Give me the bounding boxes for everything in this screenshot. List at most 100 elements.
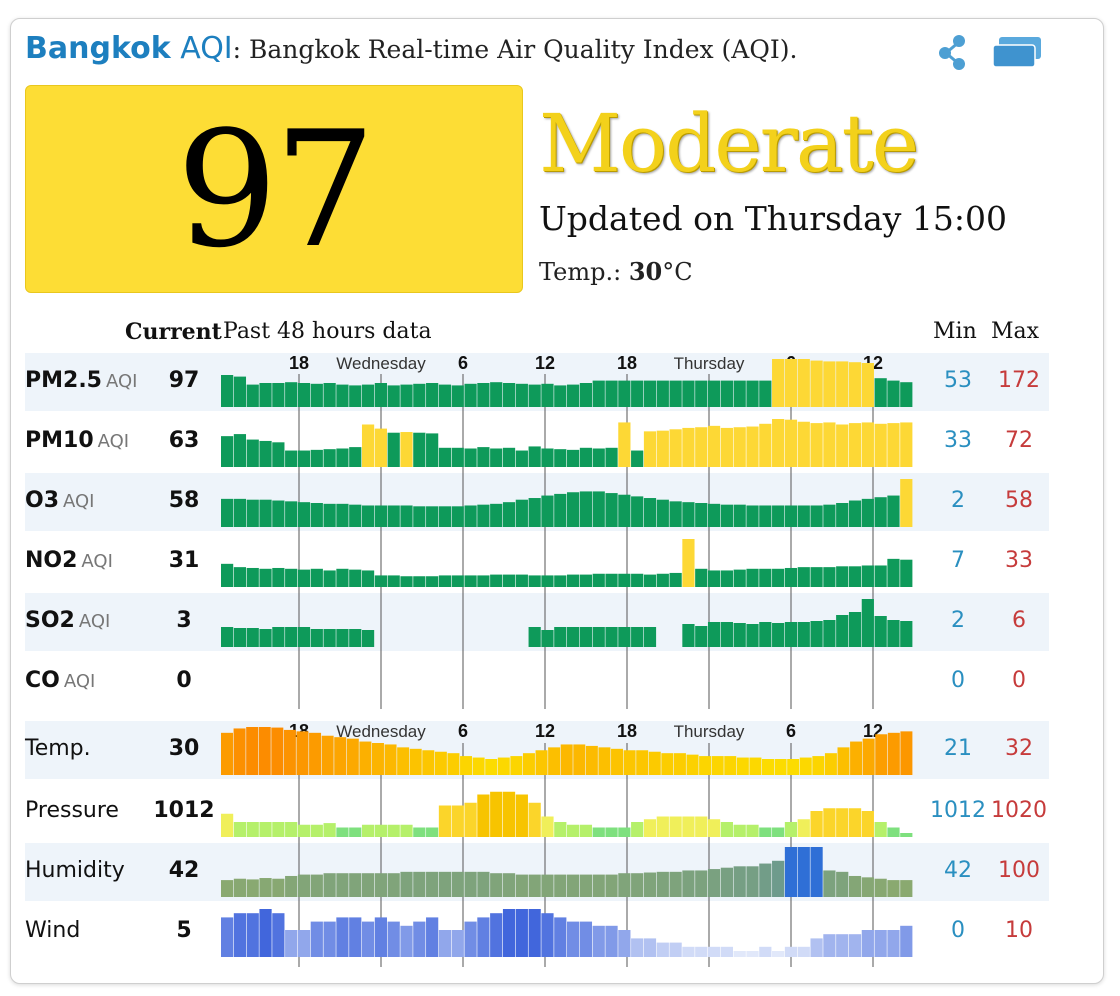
pollutant-name: Humidity (25, 858, 125, 883)
history-bar (296, 731, 309, 775)
history-bar (451, 930, 464, 957)
history-bar (490, 448, 503, 467)
history-bar (836, 424, 849, 467)
history-bar (297, 569, 311, 587)
history-bar (374, 505, 387, 527)
history-bar (413, 383, 426, 407)
history-bar (787, 759, 800, 775)
history-bar (656, 942, 669, 957)
history-bar (797, 847, 810, 897)
history-bar (323, 629, 336, 647)
history-bar (374, 917, 387, 957)
history-bar (272, 383, 285, 407)
history-bar (515, 794, 528, 837)
hour-tick-label: 6 (458, 721, 468, 741)
history-bar (900, 479, 913, 527)
hour-tick-label: 12 (535, 721, 555, 741)
history-bar (297, 824, 311, 837)
history-bar (673, 753, 686, 775)
history-bar (592, 827, 605, 837)
history-bar (762, 759, 774, 775)
current-value: 0 (176, 668, 192, 693)
share-icon[interactable] (937, 33, 973, 71)
history-bar-charts: 18Wednesday61218Thursday61218Wednesday61… (221, 353, 913, 967)
history-bar (579, 874, 593, 897)
history-bar (887, 380, 900, 407)
history-bar (387, 575, 400, 587)
history-bar (707, 622, 721, 647)
screens-icon[interactable] (991, 35, 1045, 71)
history-bar (323, 503, 336, 527)
history-bar (643, 938, 657, 957)
city-link[interactable]: Bangkok (25, 31, 171, 66)
past-48h-header: Past 48 hours data (223, 319, 432, 344)
history-bar (464, 575, 477, 587)
history-bar (618, 422, 631, 467)
history-bar (836, 808, 849, 837)
history-bar (477, 383, 490, 407)
history-bar (434, 751, 447, 775)
history-bar (528, 384, 541, 407)
hour-tick-label: 6 (458, 353, 468, 373)
history-bar (887, 930, 900, 957)
history-bar (669, 871, 682, 897)
history-bar (836, 361, 849, 407)
history-bar (438, 575, 452, 587)
history-bar (707, 570, 721, 587)
history-bar (221, 880, 234, 897)
history-bar (384, 744, 397, 775)
history-bar (490, 382, 503, 407)
max-value: 1020 (991, 798, 1047, 823)
history-bar (669, 429, 682, 467)
history-bar (397, 747, 410, 775)
history-bar (631, 627, 644, 647)
history-bar (605, 447, 618, 467)
history-bar (605, 493, 618, 527)
history-bar (259, 440, 272, 467)
history-bar (636, 750, 649, 775)
history-bar (848, 612, 862, 647)
history-bar (387, 505, 400, 527)
history-bar (349, 827, 362, 837)
history-bar (490, 791, 503, 837)
history-bar (361, 873, 375, 897)
history-bar (323, 921, 336, 957)
history-bar (592, 627, 605, 647)
row-label-pm10: PM10 AQI (25, 428, 129, 453)
history-bar (285, 568, 298, 587)
history-bar (567, 574, 580, 587)
history-bar (874, 423, 887, 467)
history-bar (682, 946, 695, 957)
history-bar (823, 870, 836, 897)
history-bar (233, 376, 247, 407)
history-bar (310, 874, 323, 897)
history-bar (221, 375, 234, 407)
history-bar (592, 573, 605, 587)
history-bar (749, 757, 762, 775)
current-value: 97 (168, 368, 200, 393)
history-bar (361, 824, 375, 837)
history-bar (711, 756, 724, 775)
history-bar (823, 504, 836, 527)
history-bar (631, 496, 644, 527)
history-bar (605, 573, 618, 587)
history-bar (861, 877, 874, 897)
history-bar (272, 878, 285, 897)
history-bar (797, 567, 810, 587)
history-bar (810, 938, 823, 957)
history-bar (438, 805, 452, 837)
history-bar (720, 622, 733, 647)
history-bar (746, 866, 759, 897)
history-bar (246, 567, 259, 587)
current-temp: Temp.: 30°C (539, 257, 693, 286)
history-bar (733, 824, 746, 837)
history-bar (285, 627, 298, 647)
history-bar (874, 930, 887, 957)
row-label-temp: Temp. (25, 736, 91, 761)
history-bar (862, 738, 875, 775)
aqi-link[interactable]: AQI (170, 31, 233, 66)
history-bar (336, 873, 349, 897)
history-bar (464, 802, 477, 837)
history-bar (759, 380, 772, 407)
history-bar (554, 627, 567, 647)
